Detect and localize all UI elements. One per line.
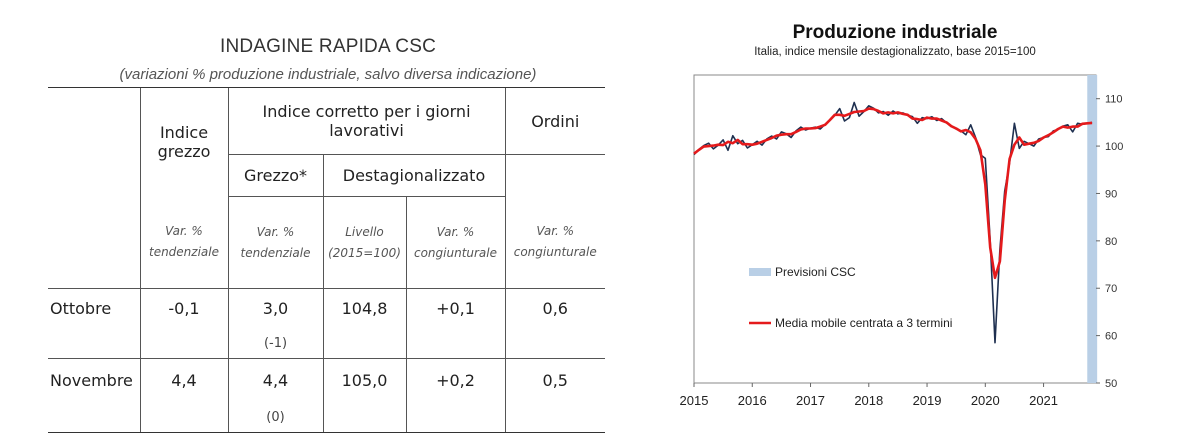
x-tick-label: 2016 bbox=[738, 393, 767, 408]
unit-col3: Livello (2015=100) bbox=[322, 196, 406, 289]
cell-ordini: 0,6 bbox=[504, 288, 605, 329]
x-tick-label: 2020 bbox=[971, 393, 1000, 408]
y-tick-label: 100 bbox=[1105, 141, 1123, 153]
x-tick-label: 2018 bbox=[854, 393, 883, 408]
cell-grezzo: 4,4 bbox=[139, 358, 228, 403]
table-row-note: (-1) bbox=[48, 328, 605, 359]
header-grezzo-star: Grezzo* bbox=[227, 154, 323, 197]
y-tick-label: 50 bbox=[1105, 378, 1117, 390]
monthly-index-line bbox=[693, 101, 1093, 344]
chart-title: Produzione industriale bbox=[792, 22, 998, 43]
header-destagionalizzato: Destagionalizzato bbox=[322, 154, 505, 197]
unit-col4: Var. % congiunturale bbox=[405, 196, 505, 289]
cell-grezzo: -0,1 bbox=[139, 288, 228, 329]
cell-corr-grezzo-note: (0) bbox=[227, 402, 323, 433]
table-row: Novembre 4,4 4,4 105,0 +0,2 0,5 bbox=[48, 358, 605, 403]
header-ordini-blank bbox=[504, 154, 605, 197]
y-tick-label: 80 bbox=[1105, 236, 1117, 248]
unit-col5: Var. % congiunturale bbox=[504, 196, 605, 289]
cell-var-cong: +0,2 bbox=[405, 358, 505, 403]
industrial-production-chart: 50 60 70 80 90 100 110 2015 2016 2017 2018 2019 2020… bbox=[680, 74, 1123, 408]
legend-forecast-label: Previsioni CSC bbox=[775, 265, 856, 279]
cell-corr-grezzo-note: (-1) bbox=[227, 328, 323, 359]
x-tick-label: 2019 bbox=[913, 393, 942, 408]
cell-livello: 105,0 bbox=[322, 358, 406, 403]
cell-var-cong: +0,1 bbox=[405, 288, 505, 329]
forecast-band bbox=[1087, 75, 1098, 383]
row-label: Novembre bbox=[48, 358, 140, 403]
y-tick-label: 60 bbox=[1105, 331, 1117, 343]
y-tick-label: 70 bbox=[1105, 283, 1117, 295]
unit-col1: Var. % tendenziale bbox=[139, 196, 228, 289]
legend-forecast-swatch bbox=[749, 268, 771, 276]
row-label: Ottobre bbox=[48, 288, 140, 329]
header-indice-corretto: Indice corretto per i giorni lavorativi bbox=[227, 87, 505, 155]
legend-moving-average-label: Media mobile centrata a 3 termini bbox=[775, 316, 952, 330]
cell-livello: 104,8 bbox=[322, 288, 406, 329]
units-corner bbox=[48, 197, 140, 289]
table-subtitle: (variazioni % produzione industriale, sa… bbox=[119, 66, 537, 83]
x-tick-label: 2021 bbox=[1029, 393, 1058, 408]
cell-corr-grezzo: 4,4 bbox=[227, 358, 323, 403]
plot-area bbox=[693, 74, 1097, 384]
y-tick-label: 110 bbox=[1105, 94, 1123, 106]
cell-corr-grezzo: 3,0 bbox=[227, 288, 323, 329]
x-tick-label: 2017 bbox=[796, 393, 825, 408]
survey-table: Indice grezzo Indice corretto per i gior… bbox=[48, 87, 605, 433]
table-row: Ottobre -0,1 3,0 104,8 +0,1 0,6 bbox=[48, 288, 605, 329]
unit-col2: Var. % tendenziale bbox=[227, 196, 323, 289]
x-tick-label: 2015 bbox=[680, 393, 709, 408]
y-tick-label: 90 bbox=[1105, 188, 1117, 200]
header-indice-grezzo: Indice grezzo bbox=[139, 87, 228, 197]
table-title: INDAGINE RAPIDA CSC bbox=[219, 36, 436, 57]
table-row-note: (0) bbox=[48, 402, 605, 433]
chart-subtitle: Italia, indice mensile destagionalizzato… bbox=[754, 46, 1036, 58]
cell-ordini: 0,5 bbox=[504, 358, 605, 403]
header-ordini: Ordini bbox=[504, 87, 605, 155]
table-corner bbox=[48, 87, 140, 197]
moving-average-line bbox=[693, 107, 1093, 280]
